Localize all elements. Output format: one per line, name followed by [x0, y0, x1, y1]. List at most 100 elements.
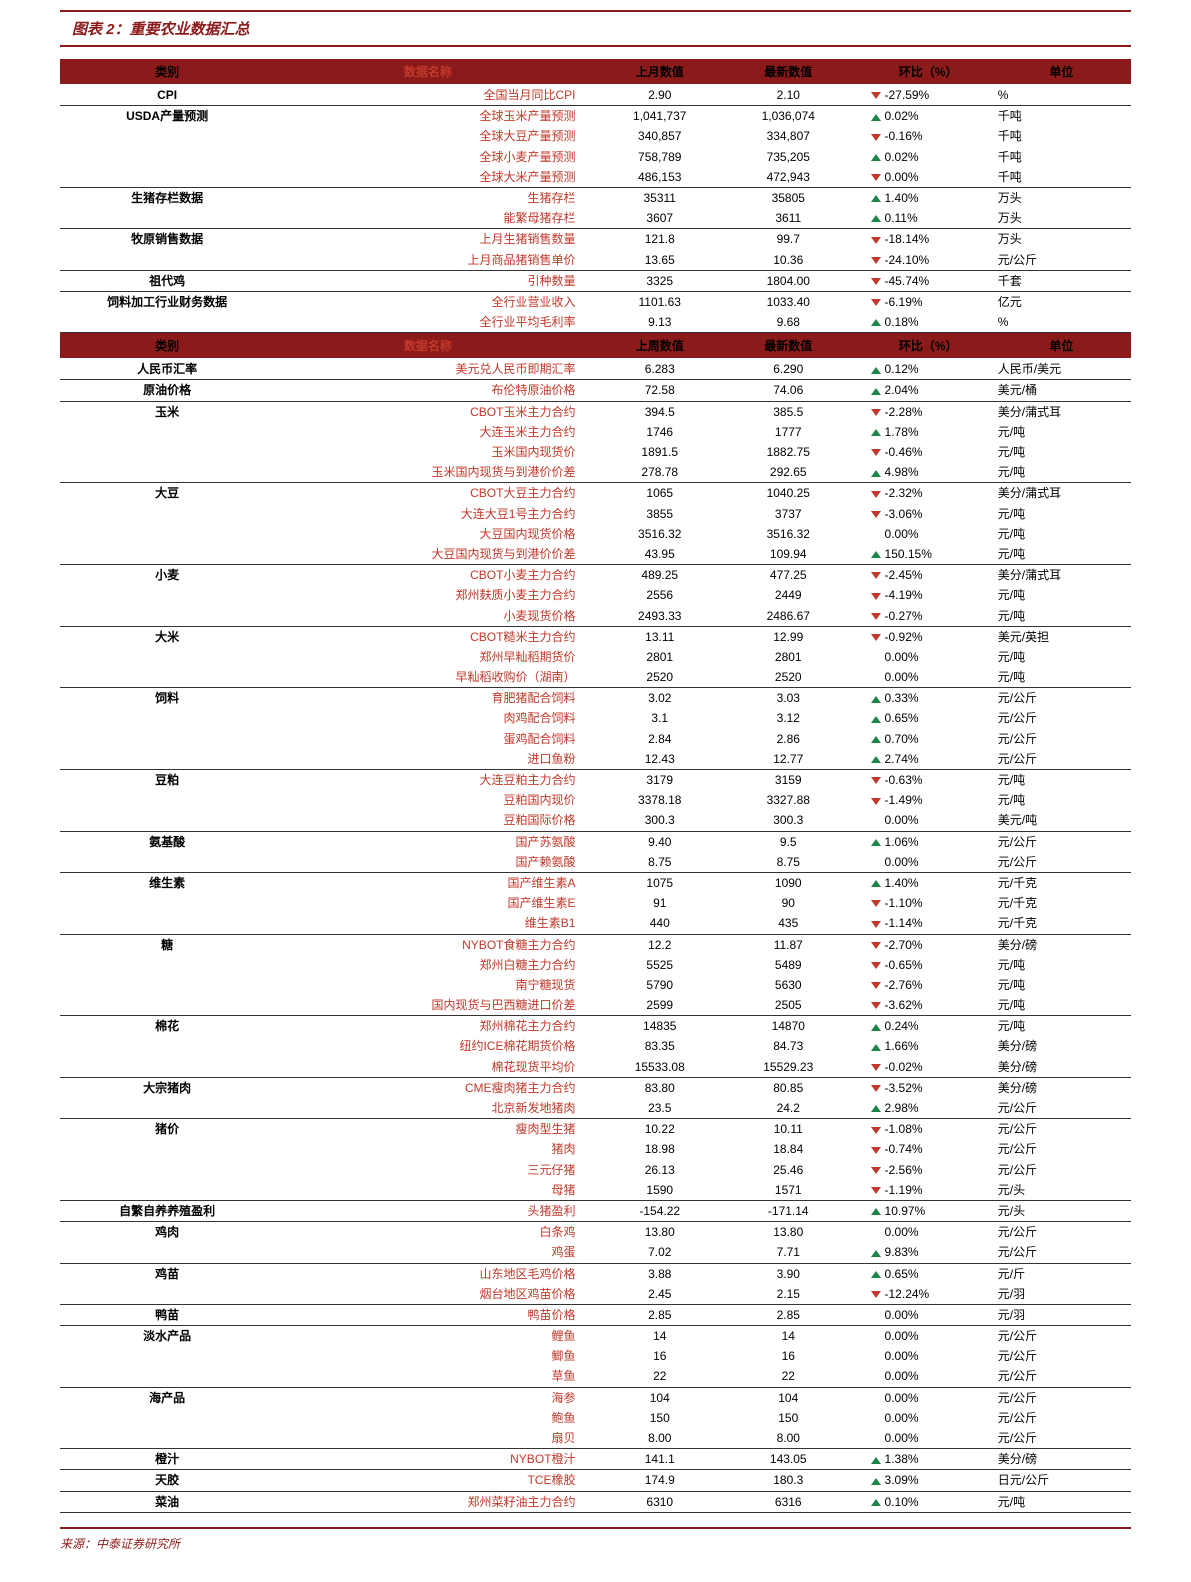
cell-unit: 元/吨: [992, 442, 1131, 462]
cell-change: -12.24%: [853, 1284, 992, 1305]
arrow-up-icon: [871, 1105, 881, 1112]
cell-unit: 日元/公斤: [992, 1470, 1131, 1491]
cell-unit: 元/吨: [992, 606, 1131, 627]
cell-unit: 元/吨: [992, 790, 1131, 810]
table-title: 图表 2：重要农业数据汇总: [72, 21, 250, 38]
cell-change: 0.00%: [853, 1387, 992, 1408]
cell-prev: 3516.32: [595, 524, 724, 544]
cell-change: 0.70%: [853, 729, 992, 749]
cell-unit: 千吨: [992, 126, 1131, 146]
cell-name: 布伦特原油价格: [274, 380, 595, 401]
cell-name: 郑州白糖主力合约: [274, 955, 595, 975]
cell-category: 鸭苗: [60, 1304, 274, 1325]
cell-latest: 1033.40: [724, 291, 853, 312]
cell-latest: 16: [724, 1346, 853, 1366]
cell-latest: 109.94: [724, 544, 853, 565]
table-row: 人民币汇率美元兑人民币即期汇率6.2836.2900.12%人民币/美元: [60, 359, 1131, 380]
cell-unit: 元/吨: [992, 524, 1131, 544]
table-row: 大豆国内现货价格3516.323516.320.00%元/吨: [60, 524, 1131, 544]
cell-name: 鸭苗价格: [274, 1304, 595, 1325]
cell-name: 草鱼: [274, 1366, 595, 1387]
table-row: 天胶TCE橡胶174.9180.33.09%日元/公斤: [60, 1470, 1131, 1491]
cell-latest: 12.99: [724, 626, 853, 647]
arrow-down-icon: [871, 572, 881, 579]
cell-latest: 3611: [724, 208, 853, 229]
cell-name: 头猪盈利: [274, 1200, 595, 1221]
cell-unit: 元/千克: [992, 893, 1131, 913]
table-row: 国产维生素E9190-1.10%元/千克: [60, 893, 1131, 913]
cell-unit: 元/公斤: [992, 688, 1131, 709]
cell-unit: 元/吨: [992, 955, 1131, 975]
cell-prev: 1891.5: [595, 442, 724, 462]
cell-category: USDA产量预测: [60, 106, 274, 127]
cell-category: 糖: [60, 934, 274, 955]
table-row: 玉米国内现货与到港价价差278.78292.654.98%元/吨: [60, 462, 1131, 483]
cell-prev: 3.1: [595, 708, 724, 728]
cell-change: 3.09%: [853, 1470, 992, 1491]
cell-latest: 2.10: [724, 85, 853, 106]
cell-latest: 6.290: [724, 359, 853, 380]
arrow-up-icon: [871, 1044, 881, 1051]
cell-prev: 486,153: [595, 167, 724, 188]
table-row: 全球大豆产量预测340,857334,807-0.16%千吨: [60, 126, 1131, 146]
arrow-down-icon: [871, 1085, 881, 1092]
arrow-up-icon: [871, 388, 881, 395]
cell-change: 0.00%: [853, 1346, 992, 1366]
cell-category: [60, 524, 274, 544]
cell-unit: 元/公斤: [992, 1160, 1131, 1180]
table-row: 祖代鸡引种数量33251804.00-45.74%千套: [60, 270, 1131, 291]
cell-prev: 2493.33: [595, 606, 724, 627]
cell-name: 郑州棉花主力合约: [274, 1016, 595, 1037]
cell-name: CBOT大豆主力合约: [274, 483, 595, 504]
cell-category: [60, 647, 274, 667]
cell-latest: 1,036,074: [724, 106, 853, 127]
cell-name: 蛋鸡配合饲料: [274, 729, 595, 749]
cell-change: 0.00%: [853, 1428, 992, 1449]
cell-category: [60, 585, 274, 605]
cell-category: [60, 667, 274, 688]
table-row: 鸭苗鸭苗价格2.852.850.00%元/羽: [60, 1304, 1131, 1325]
cell-prev: 2.45: [595, 1284, 724, 1305]
cell-latest: 18.84: [724, 1139, 853, 1159]
hdr-latest: 最新数值: [724, 59, 853, 85]
cell-prev: 15533.08: [595, 1057, 724, 1078]
cell-latest: 8.75: [724, 852, 853, 873]
arrow-up-icon: [871, 1457, 881, 1464]
table-row: 棉花现货平均价15533.0815529.23-0.02%美分/磅: [60, 1057, 1131, 1078]
cell-change: -2.56%: [853, 1160, 992, 1180]
cell-change: -3.52%: [853, 1077, 992, 1098]
cell-name: 维生素B1: [274, 913, 595, 934]
table-row: 大豆CBOT大豆主力合约10651040.25-2.32%美分/蒲式耳: [60, 483, 1131, 504]
table-header-1: 类别 数据名称 上月数值 最新数值 环比（%） 单位: [60, 59, 1131, 85]
cell-category: 自繁自养养殖盈利: [60, 1200, 274, 1221]
hdr2-name: 数据名称: [274, 333, 595, 359]
cell-category: [60, 1284, 274, 1305]
cell-name: 三元仔猪: [274, 1160, 595, 1180]
cell-name: 纽约ICE棉花期货价格: [274, 1036, 595, 1056]
cell-change: -6.19%: [853, 291, 992, 312]
cell-unit: 元/公斤: [992, 1139, 1131, 1159]
table-row: 三元仔猪26.1325.46-2.56%元/公斤: [60, 1160, 1131, 1180]
cell-latest: 2.86: [724, 729, 853, 749]
table-row: 国内现货与巴西糖进口价差25992505-3.62%元/吨: [60, 995, 1131, 1016]
arrow-up-icon: [871, 154, 881, 161]
cell-category: [60, 462, 274, 483]
hdr2-unit: 单位: [992, 333, 1131, 359]
arrow-down-icon: [871, 134, 881, 141]
cell-name: 郑州菜籽油主力合约: [274, 1491, 595, 1512]
table-row: 鸡肉白条鸡13.8013.800.00%元/公斤: [60, 1222, 1131, 1243]
cell-prev: 18.98: [595, 1139, 724, 1159]
cell-category: 鸡肉: [60, 1222, 274, 1243]
cell-change: 0.00%: [853, 524, 992, 544]
arrow-up-icon: [871, 319, 881, 326]
cell-latest: 334,807: [724, 126, 853, 146]
arrow-down-icon: [871, 1147, 881, 1154]
table-row: 棉花郑州棉花主力合约14835148700.24%元/吨: [60, 1016, 1131, 1037]
table-row: 北京新发地猪肉23.524.22.98%元/公斤: [60, 1098, 1131, 1119]
cell-change: 1.40%: [853, 872, 992, 893]
cell-name: 上月生猪销售数量: [274, 229, 595, 250]
cell-category: 大豆: [60, 483, 274, 504]
cell-name: 郑州麸质小麦主力合约: [274, 585, 595, 605]
cell-change: 0.00%: [853, 1408, 992, 1428]
cell-name: TCE橡胶: [274, 1470, 595, 1491]
